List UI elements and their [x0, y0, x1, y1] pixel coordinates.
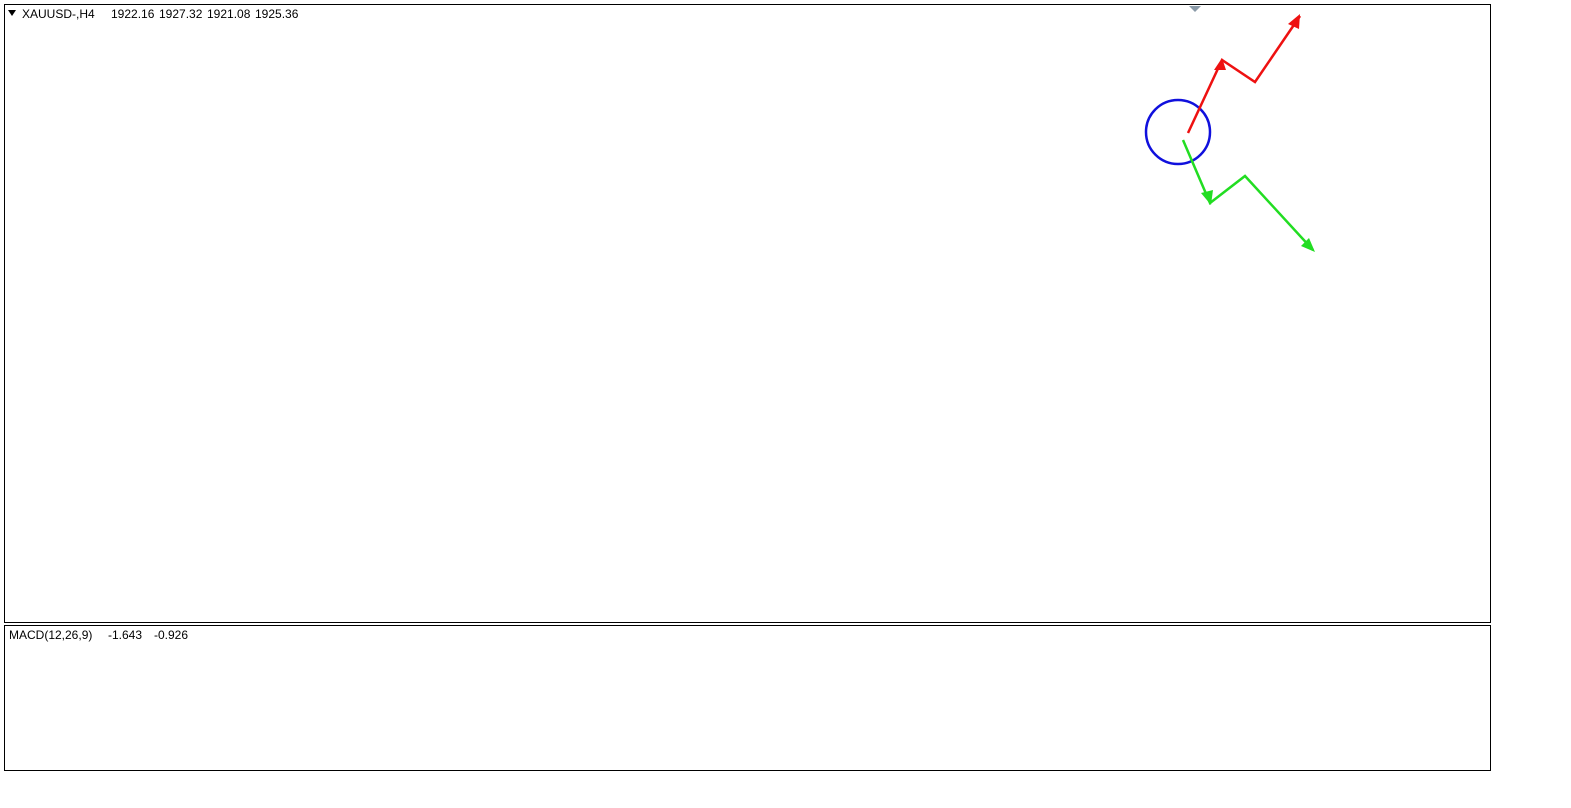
ohlc-close: 1925.36 — [255, 7, 299, 21]
macd-panel-frame — [4, 625, 1491, 771]
annotations — [1144, 14, 1315, 252]
header-triangle — [8, 10, 16, 16]
price-panel-frame — [4, 4, 1491, 623]
ohlc-open: 1922.16 — [111, 7, 155, 21]
macd-value: -1.643 — [108, 628, 142, 642]
ohlc-low: 1921.08 — [207, 7, 251, 21]
bullish-arrowhead — [1214, 58, 1226, 70]
bearish-arrowhead — [1301, 238, 1315, 252]
signal-value: -0.926 — [154, 628, 188, 642]
ohlc-high: 1927.32 — [159, 7, 203, 21]
macd-title: MACD(12,26,9) — [9, 628, 92, 642]
bearish-path — [1181, 139, 1314, 251]
bullish-path — [1186, 15, 1302, 134]
highlight-circle — [1144, 98, 1212, 166]
bearish-arrowhead — [1201, 190, 1213, 205]
bullish-arrowhead — [1288, 14, 1300, 29]
chart-title: XAUUSD-,H4 — [22, 7, 95, 21]
shift-marker — [1189, 6, 1201, 12]
